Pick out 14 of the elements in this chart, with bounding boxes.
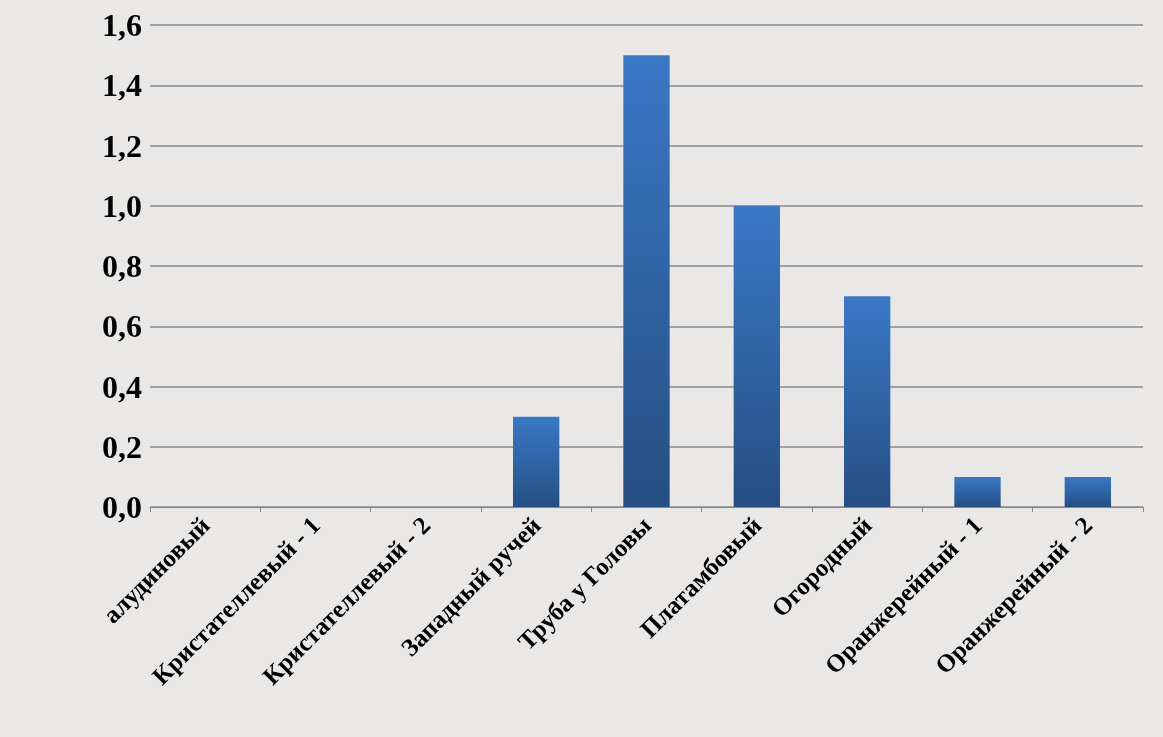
y-tick-label: 1,2 (102, 127, 142, 164)
bar (844, 296, 891, 507)
y-tick-label: 0,8 (102, 248, 142, 284)
bar (623, 55, 670, 507)
y-tick-label: 0,4 (102, 368, 142, 405)
y-tick-label: 1,6 (102, 7, 142, 43)
bar (1064, 476, 1111, 507)
y-tick-label: 0,2 (102, 428, 142, 465)
y-tick-label: 1,4 (102, 67, 142, 104)
bar (513, 416, 560, 507)
y-tick-label: 1,0 (102, 187, 142, 224)
bar (954, 476, 1001, 507)
y-tick-label: 0,6 (102, 308, 142, 345)
bar (733, 205, 780, 507)
